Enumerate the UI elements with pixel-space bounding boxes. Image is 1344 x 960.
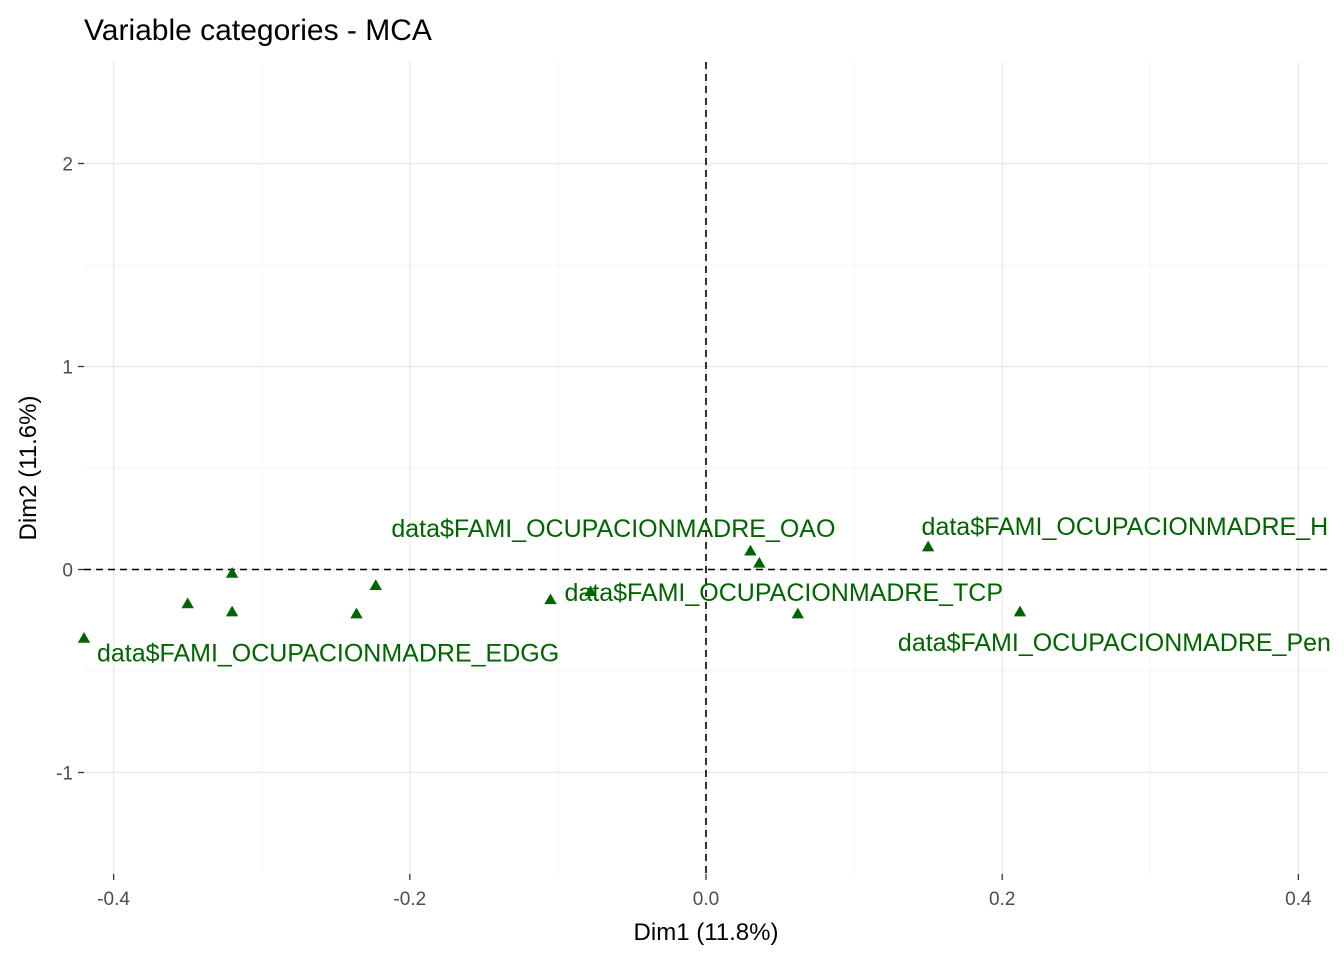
data-point (225, 567, 239, 578)
reference-lines (84, 62, 1328, 874)
y-tick-label: 2 (62, 155, 73, 176)
data-point (77, 632, 91, 643)
plot-panel: data$FAMI_OCUPACIONMADRE_EDGG data$FAMI_O… (77, 62, 1331, 874)
data-point (744, 544, 757, 556)
point-label: data$FAMI_OCUPACIONMADRE_TCP (564, 579, 1003, 607)
x-axis-title: Dim1 (11.8%) (634, 919, 779, 946)
y-axis: -1 0 1 2 (56, 155, 84, 785)
point-label: data$FAMI_OCUPACIONMADRE_H (922, 513, 1329, 541)
point-label: data$FAMI_OCUPACIONMADRE_EDGG (97, 640, 559, 668)
data-point (181, 597, 194, 609)
x-tick-label: 0.0 (693, 889, 719, 910)
point-label: data$FAMI_OCUPACIONMADRE_OAO (391, 515, 835, 543)
data-point (584, 585, 597, 597)
chart-title: Variable categories - MCA (84, 14, 432, 47)
x-tick-label: -0.2 (393, 889, 426, 910)
point-labels: data$FAMI_OCUPACIONMADRE_EDGG data$FAMI_O… (97, 513, 1331, 667)
data-point (921, 540, 935, 552)
y-tick-label: 0 (62, 561, 73, 582)
y-tick-label: 1 (62, 358, 73, 379)
data-point (791, 607, 804, 619)
x-tick-label: 0.4 (1285, 889, 1312, 910)
x-tick-label: -0.4 (97, 889, 130, 910)
data-point (225, 605, 239, 617)
x-axis: -0.4 -0.2 0.0 0.2 0.4 (97, 874, 1312, 910)
data-point (1013, 605, 1027, 617)
x-tick-label: 0.2 (989, 889, 1015, 910)
data-points (77, 540, 1027, 643)
data-point (753, 556, 766, 568)
y-axis-title: Dim2 (11.6%) (15, 396, 42, 541)
point-label: data$FAMI_OCUPACIONMADRE_Pen (898, 629, 1331, 657)
y-tick-label: -1 (56, 764, 73, 785)
data-point (369, 579, 382, 590)
data-point (544, 593, 557, 605)
data-point (350, 607, 363, 619)
